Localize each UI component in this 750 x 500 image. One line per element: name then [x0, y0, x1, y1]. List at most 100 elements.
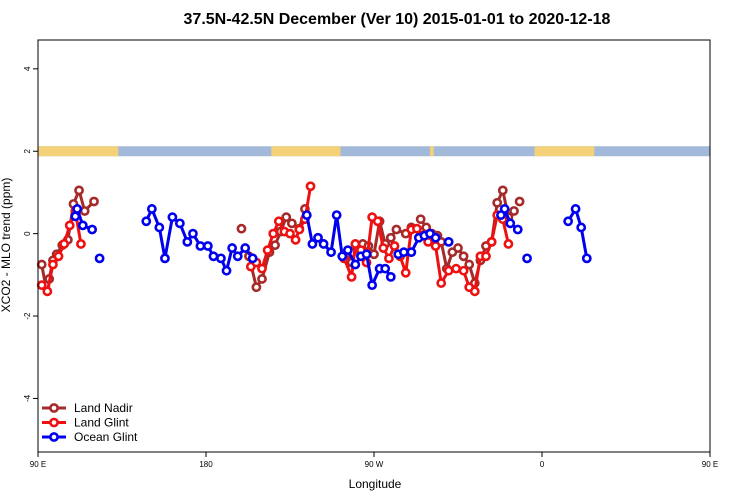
data-point [146, 204, 157, 214]
series-line [566, 205, 589, 259]
data-point [522, 253, 532, 264]
data-point [268, 228, 279, 239]
series-ocean-glint [70, 204, 592, 291]
data-point [89, 196, 99, 207]
data-point [94, 253, 105, 264]
data-point [492, 197, 503, 208]
data-point [350, 259, 361, 270]
legend-label: Land Nadir [74, 401, 133, 415]
data-point [270, 240, 280, 251]
data-point [458, 265, 469, 276]
land-band-segment [271, 146, 341, 157]
data-point [48, 259, 58, 270]
legend-marker [49, 432, 59, 442]
data-point [361, 249, 372, 260]
data-point [70, 211, 81, 222]
data-point [350, 239, 361, 249]
legend-item: Land Glint [42, 416, 129, 430]
data-point [154, 222, 165, 233]
data-point [326, 247, 336, 258]
data-point [36, 259, 47, 270]
legend-marker [49, 403, 59, 413]
data-point [378, 243, 389, 253]
x-tick-label: 0 [540, 460, 545, 469]
data-point [313, 232, 323, 243]
data-point [464, 259, 475, 270]
data-point [570, 204, 581, 214]
data-point [79, 206, 90, 216]
ocean-band [38, 146, 710, 157]
data-point [141, 216, 152, 227]
legend-label: Land Glint [74, 416, 129, 430]
data-point [415, 214, 426, 225]
data-point [505, 218, 516, 229]
data-point [406, 247, 417, 258]
data-point [305, 181, 316, 192]
data-point [331, 210, 342, 220]
data-point [251, 282, 262, 293]
data-point [400, 267, 411, 278]
data-point [391, 224, 402, 235]
data-point [346, 271, 357, 282]
data-point [77, 220, 88, 231]
data-point [195, 241, 206, 251]
data-point [497, 185, 508, 196]
data-point [236, 223, 247, 234]
data-point [451, 263, 462, 274]
data-point [42, 286, 53, 297]
x-axis: 90 E 180 90 W 0 90 E [30, 452, 718, 469]
data-point [240, 243, 251, 253]
data-point [337, 251, 348, 262]
data-point [294, 224, 305, 235]
data-point [64, 220, 75, 231]
data-point [202, 241, 213, 251]
data-point [342, 245, 353, 256]
data-point [369, 249, 379, 260]
data-point [512, 224, 523, 235]
data-point [430, 232, 441, 243]
data-point [443, 236, 454, 247]
data-point [412, 223, 422, 234]
data-point [499, 204, 510, 214]
data-point [247, 253, 258, 264]
data-point [384, 253, 394, 264]
data-point [273, 216, 284, 227]
data-point [380, 263, 391, 274]
data-point [367, 280, 378, 291]
data-point [208, 251, 219, 262]
data-point [514, 196, 525, 207]
legend-label: Ocean Glint [74, 430, 138, 444]
y-tick-label: 2 [23, 148, 32, 153]
legend-item: Land Nadir [42, 401, 133, 415]
data-point [160, 253, 170, 264]
y-tick-label: 4 [23, 66, 32, 71]
data-point [318, 239, 329, 249]
data-point [257, 263, 267, 274]
x-tick-label: 90 W [365, 460, 384, 469]
data-point [216, 253, 226, 264]
data-point [286, 218, 297, 229]
data-point [221, 265, 232, 276]
data-point [576, 222, 587, 233]
chart-title: 37.5N-42.5N December (Ver 10) 2015-01-01… [184, 11, 611, 28]
data-point [257, 274, 267, 284]
data-point [430, 241, 441, 251]
data-point [563, 216, 574, 227]
series-layer [36, 181, 592, 297]
data-point [59, 239, 70, 249]
data-point [398, 247, 409, 258]
data-point [443, 265, 454, 276]
data-point [481, 251, 491, 262]
y-axis-label: XCO2 - MLO trend (ppm) [0, 178, 13, 313]
data-point [307, 239, 318, 249]
legend-marker [49, 417, 59, 428]
y-axis: -4 -2 0 2 4 [23, 66, 38, 402]
x-axis-label: Longitude [349, 477, 402, 491]
x-tick-label: 90 E [30, 460, 46, 469]
data-point [301, 210, 312, 220]
data-point [188, 228, 198, 239]
data-point [281, 212, 292, 223]
x-tick-label: 180 [199, 460, 213, 469]
